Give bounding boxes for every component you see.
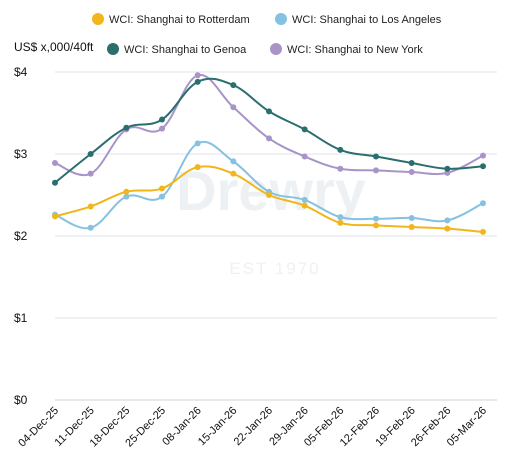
data-point[interactable]: [52, 179, 58, 186]
data-point[interactable]: [123, 193, 130, 200]
x-axis: 04-Dec-2511-Dec-2518-Dec-2525-Dec-2508-J…: [16, 405, 489, 450]
series-1: [52, 140, 486, 231]
data-point[interactable]: [337, 146, 344, 153]
series-0: [52, 164, 486, 235]
legend-item[interactable]: WCI: Shanghai to New York: [270, 43, 423, 56]
data-point[interactable]: [52, 160, 58, 167]
data-point[interactable]: [87, 170, 94, 177]
y-axis-title: US$ x,000/40ft: [14, 40, 94, 54]
data-point[interactable]: [480, 163, 486, 170]
y-tick-label: $0: [14, 393, 28, 407]
legend: WCI: Shanghai to Rotterdam WCI: Shanghai …: [92, 13, 442, 56]
data-point[interactable]: [266, 192, 272, 198]
watermark: Drewry EST 1970: [176, 159, 366, 278]
legend-item[interactable]: WCI: Shanghai to Rotterdam: [92, 13, 250, 26]
data-point[interactable]: [194, 72, 201, 79]
data-point[interactable]: [444, 225, 451, 232]
data-point[interactable]: [373, 215, 379, 222]
data-point[interactable]: [301, 126, 308, 133]
y-tick-label: $3: [14, 147, 28, 161]
data-point[interactable]: [480, 152, 486, 159]
legend-label: WCI: Shanghai to Rotterdam: [109, 14, 250, 26]
data-point[interactable]: [159, 185, 165, 192]
data-point[interactable]: [87, 203, 94, 210]
data-point[interactable]: [408, 223, 415, 230]
data-point[interactable]: [123, 188, 130, 195]
data-point[interactable]: [337, 219, 344, 226]
data-point[interactable]: [408, 169, 415, 176]
series-lines: [52, 72, 486, 235]
legend-label: WCI: Shanghai to Los Angeles: [292, 14, 442, 26]
legend-item[interactable]: WCI: Shanghai to Los Angeles: [275, 13, 442, 26]
data-point[interactable]: [444, 165, 451, 172]
data-point[interactable]: [337, 214, 344, 221]
legend-swatch: [107, 43, 119, 55]
data-point[interactable]: [337, 165, 344, 172]
data-point[interactable]: [159, 116, 165, 123]
data-point[interactable]: [266, 135, 272, 142]
gridlines: [55, 71, 497, 401]
data-point[interactable]: [230, 158, 237, 165]
data-point[interactable]: [230, 170, 237, 177]
legend-swatch: [275, 13, 287, 25]
data-point[interactable]: [87, 224, 94, 231]
series-2: [52, 77, 486, 186]
data-point[interactable]: [301, 153, 308, 160]
data-point[interactable]: [194, 140, 201, 147]
data-point[interactable]: [408, 214, 415, 221]
legend-label: WCI: Shanghai to Genoa: [124, 44, 247, 56]
y-tick-label: $1: [14, 311, 28, 325]
data-point[interactable]: [444, 217, 451, 224]
data-point[interactable]: [301, 202, 308, 209]
data-point[interactable]: [87, 151, 94, 157]
data-point[interactable]: [123, 124, 130, 131]
data-point[interactable]: [159, 193, 165, 200]
watermark-est: EST 1970: [229, 259, 320, 278]
data-point[interactable]: [194, 78, 201, 85]
y-axis: $0 $1 $2 $3 $4: [14, 65, 28, 407]
data-point[interactable]: [194, 164, 201, 171]
legend-item[interactable]: WCI: Shanghai to Genoa: [107, 43, 247, 56]
data-point[interactable]: [230, 82, 237, 89]
legend-swatch: [270, 43, 282, 55]
data-point[interactable]: [408, 160, 415, 167]
data-point[interactable]: [159, 125, 165, 132]
legend-label: WCI: Shanghai to New York: [287, 44, 423, 56]
data-point[interactable]: [230, 104, 237, 111]
legend-swatch: [92, 13, 104, 25]
data-point[interactable]: [444, 169, 451, 176]
data-point[interactable]: [480, 200, 486, 207]
data-point[interactable]: [480, 228, 486, 235]
y-tick-label: $2: [14, 229, 28, 243]
data-point[interactable]: [373, 167, 379, 174]
data-point[interactable]: [52, 213, 58, 220]
data-point[interactable]: [373, 222, 379, 229]
data-point[interactable]: [373, 153, 379, 160]
data-point[interactable]: [301, 196, 308, 203]
data-point[interactable]: [266, 108, 272, 115]
y-tick-label: $4: [14, 65, 28, 79]
